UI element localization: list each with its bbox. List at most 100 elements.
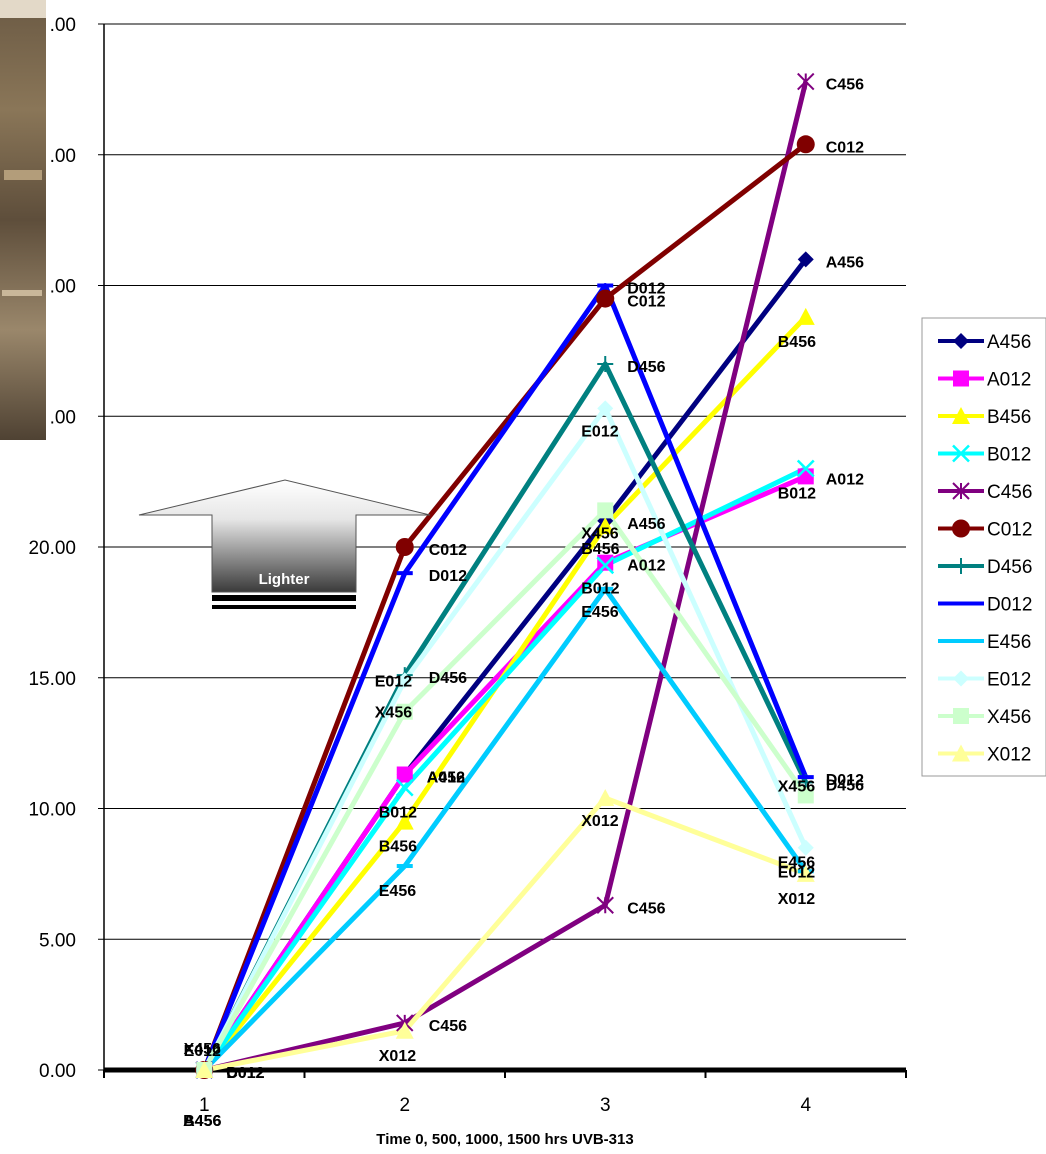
data-label: E456: [379, 883, 416, 900]
marker-a456: [797, 251, 814, 268]
marker-e012: [597, 400, 614, 417]
y-tick-label: .00: [50, 15, 76, 36]
series-line-d012: [201, 283, 809, 1071]
data-label: A456: [627, 516, 665, 533]
data-label: X012: [778, 891, 815, 908]
legend-label: D456: [987, 557, 1032, 578]
y-tick-label: .00: [50, 407, 76, 428]
marker-b456: [796, 307, 815, 325]
data-label: B012: [581, 580, 619, 597]
legend-label: X012: [987, 745, 1031, 766]
marker-x012: [195, 1061, 214, 1078]
series-line-c012: [201, 142, 808, 1071]
marker-d012: [396, 571, 413, 576]
legend-item-d012: D012: [938, 595, 1032, 616]
y-axis-tick-labels: 0.00 5.00 10.00 15.00 20.00 .00 .00 .00 .00: [28, 15, 76, 1082]
legend-marker: [952, 744, 970, 762]
background-photo: [0, 0, 46, 440]
legend-item-x456: X456: [938, 707, 1031, 728]
legend-label: E012: [987, 670, 1031, 691]
legend-marker: [953, 708, 969, 724]
legend-item-a456: A456: [938, 332, 1031, 353]
marker-d456: [597, 355, 614, 372]
legend-item-a012: A012: [938, 370, 1031, 391]
y-tick-label: 20.00: [28, 538, 76, 559]
legend-marker: [952, 482, 970, 500]
legend-item-b012: B012: [938, 445, 1031, 466]
marker-c456: [596, 896, 614, 914]
legend-item-e456: E456: [938, 632, 1031, 653]
marker-d012: [797, 775, 814, 780]
arrow-label: Lighter: [259, 571, 310, 588]
marker-a012: [797, 468, 814, 485]
series-line-e456: [202, 586, 808, 1072]
data-label: E012: [778, 865, 815, 882]
legend-item-b456: B456: [938, 407, 1031, 428]
data-label: A456: [183, 1113, 221, 1130]
data-label: C456: [826, 77, 864, 94]
data-label: X456: [375, 705, 412, 722]
data-label: A012: [427, 770, 465, 787]
legend-label: D012: [987, 595, 1032, 616]
x-tick-label: 1: [199, 1095, 210, 1116]
legend-label: X456: [987, 707, 1031, 728]
marker-x012: [596, 789, 615, 807]
y-tick-label: 15.00: [28, 669, 76, 690]
x-tick-label: 2: [399, 1095, 410, 1116]
legend-marker: [953, 639, 969, 643]
data-label: D012: [826, 772, 864, 789]
data-label: X456: [184, 1041, 221, 1058]
legend-marker: [953, 601, 969, 606]
legend-marker: [953, 670, 969, 687]
data-label: D012: [627, 281, 665, 298]
marker-x456: [396, 703, 413, 720]
data-label: B456: [581, 541, 619, 558]
marker-b456: [596, 517, 615, 535]
legend-marker: [953, 333, 969, 349]
marker-x012: [395, 1021, 414, 1039]
x-tick-label: 4: [800, 1095, 811, 1116]
legend-label: A456: [987, 332, 1031, 353]
legend: A456 A012 B456 B012 C456 C012 D456 D012 E456 E012…: [921, 317, 1046, 777]
legend-label: B456: [987, 407, 1031, 428]
series-line-e012: [202, 405, 809, 1072]
marker-a012: [597, 554, 614, 571]
data-label: X456: [778, 778, 815, 795]
data-label: C012: [627, 294, 665, 311]
legend-marker: [953, 558, 969, 574]
marker-x456: [797, 787, 814, 804]
data-label: C456: [627, 900, 665, 917]
marker-b012: [596, 556, 615, 575]
data-label: A456: [826, 254, 864, 271]
y-tick-label: .00: [50, 146, 76, 167]
data-label: C012: [826, 139, 864, 156]
data-label: X012: [581, 813, 618, 830]
marker-e456: [597, 586, 614, 591]
y-tick-label: 10.00: [28, 800, 76, 821]
legend-marker: [952, 444, 970, 463]
legend-item-x012: X012: [938, 744, 1031, 766]
legend-item-e012: E012: [938, 670, 1031, 691]
data-label: B456: [183, 1113, 221, 1130]
x-axis-title: Time 0, 500, 1000, 1500 hrs UVB-313: [376, 1131, 633, 1148]
marker-b012: [395, 778, 414, 797]
marker-b456: [395, 812, 414, 830]
series-lines: [201, 80, 809, 1073]
data-label: B012: [778, 486, 816, 503]
data-label: B012: [379, 805, 417, 822]
legend-item-c456: C456: [938, 482, 1032, 503]
axes: [98, 23, 907, 1078]
legend-label: A012: [987, 370, 1031, 391]
data-label: E012: [184, 1043, 221, 1060]
data-label: D456: [627, 359, 665, 376]
data-label: E012: [581, 423, 618, 440]
data-label: C012: [429, 542, 467, 559]
legend-marker: [952, 519, 970, 538]
data-label: A012: [627, 558, 665, 575]
series-markers: [195, 72, 815, 1079]
marker-b012: [796, 459, 815, 478]
legend-label: C456: [987, 482, 1032, 503]
x-tick-label: 3: [600, 1095, 611, 1116]
legend-label: E456: [987, 632, 1031, 653]
